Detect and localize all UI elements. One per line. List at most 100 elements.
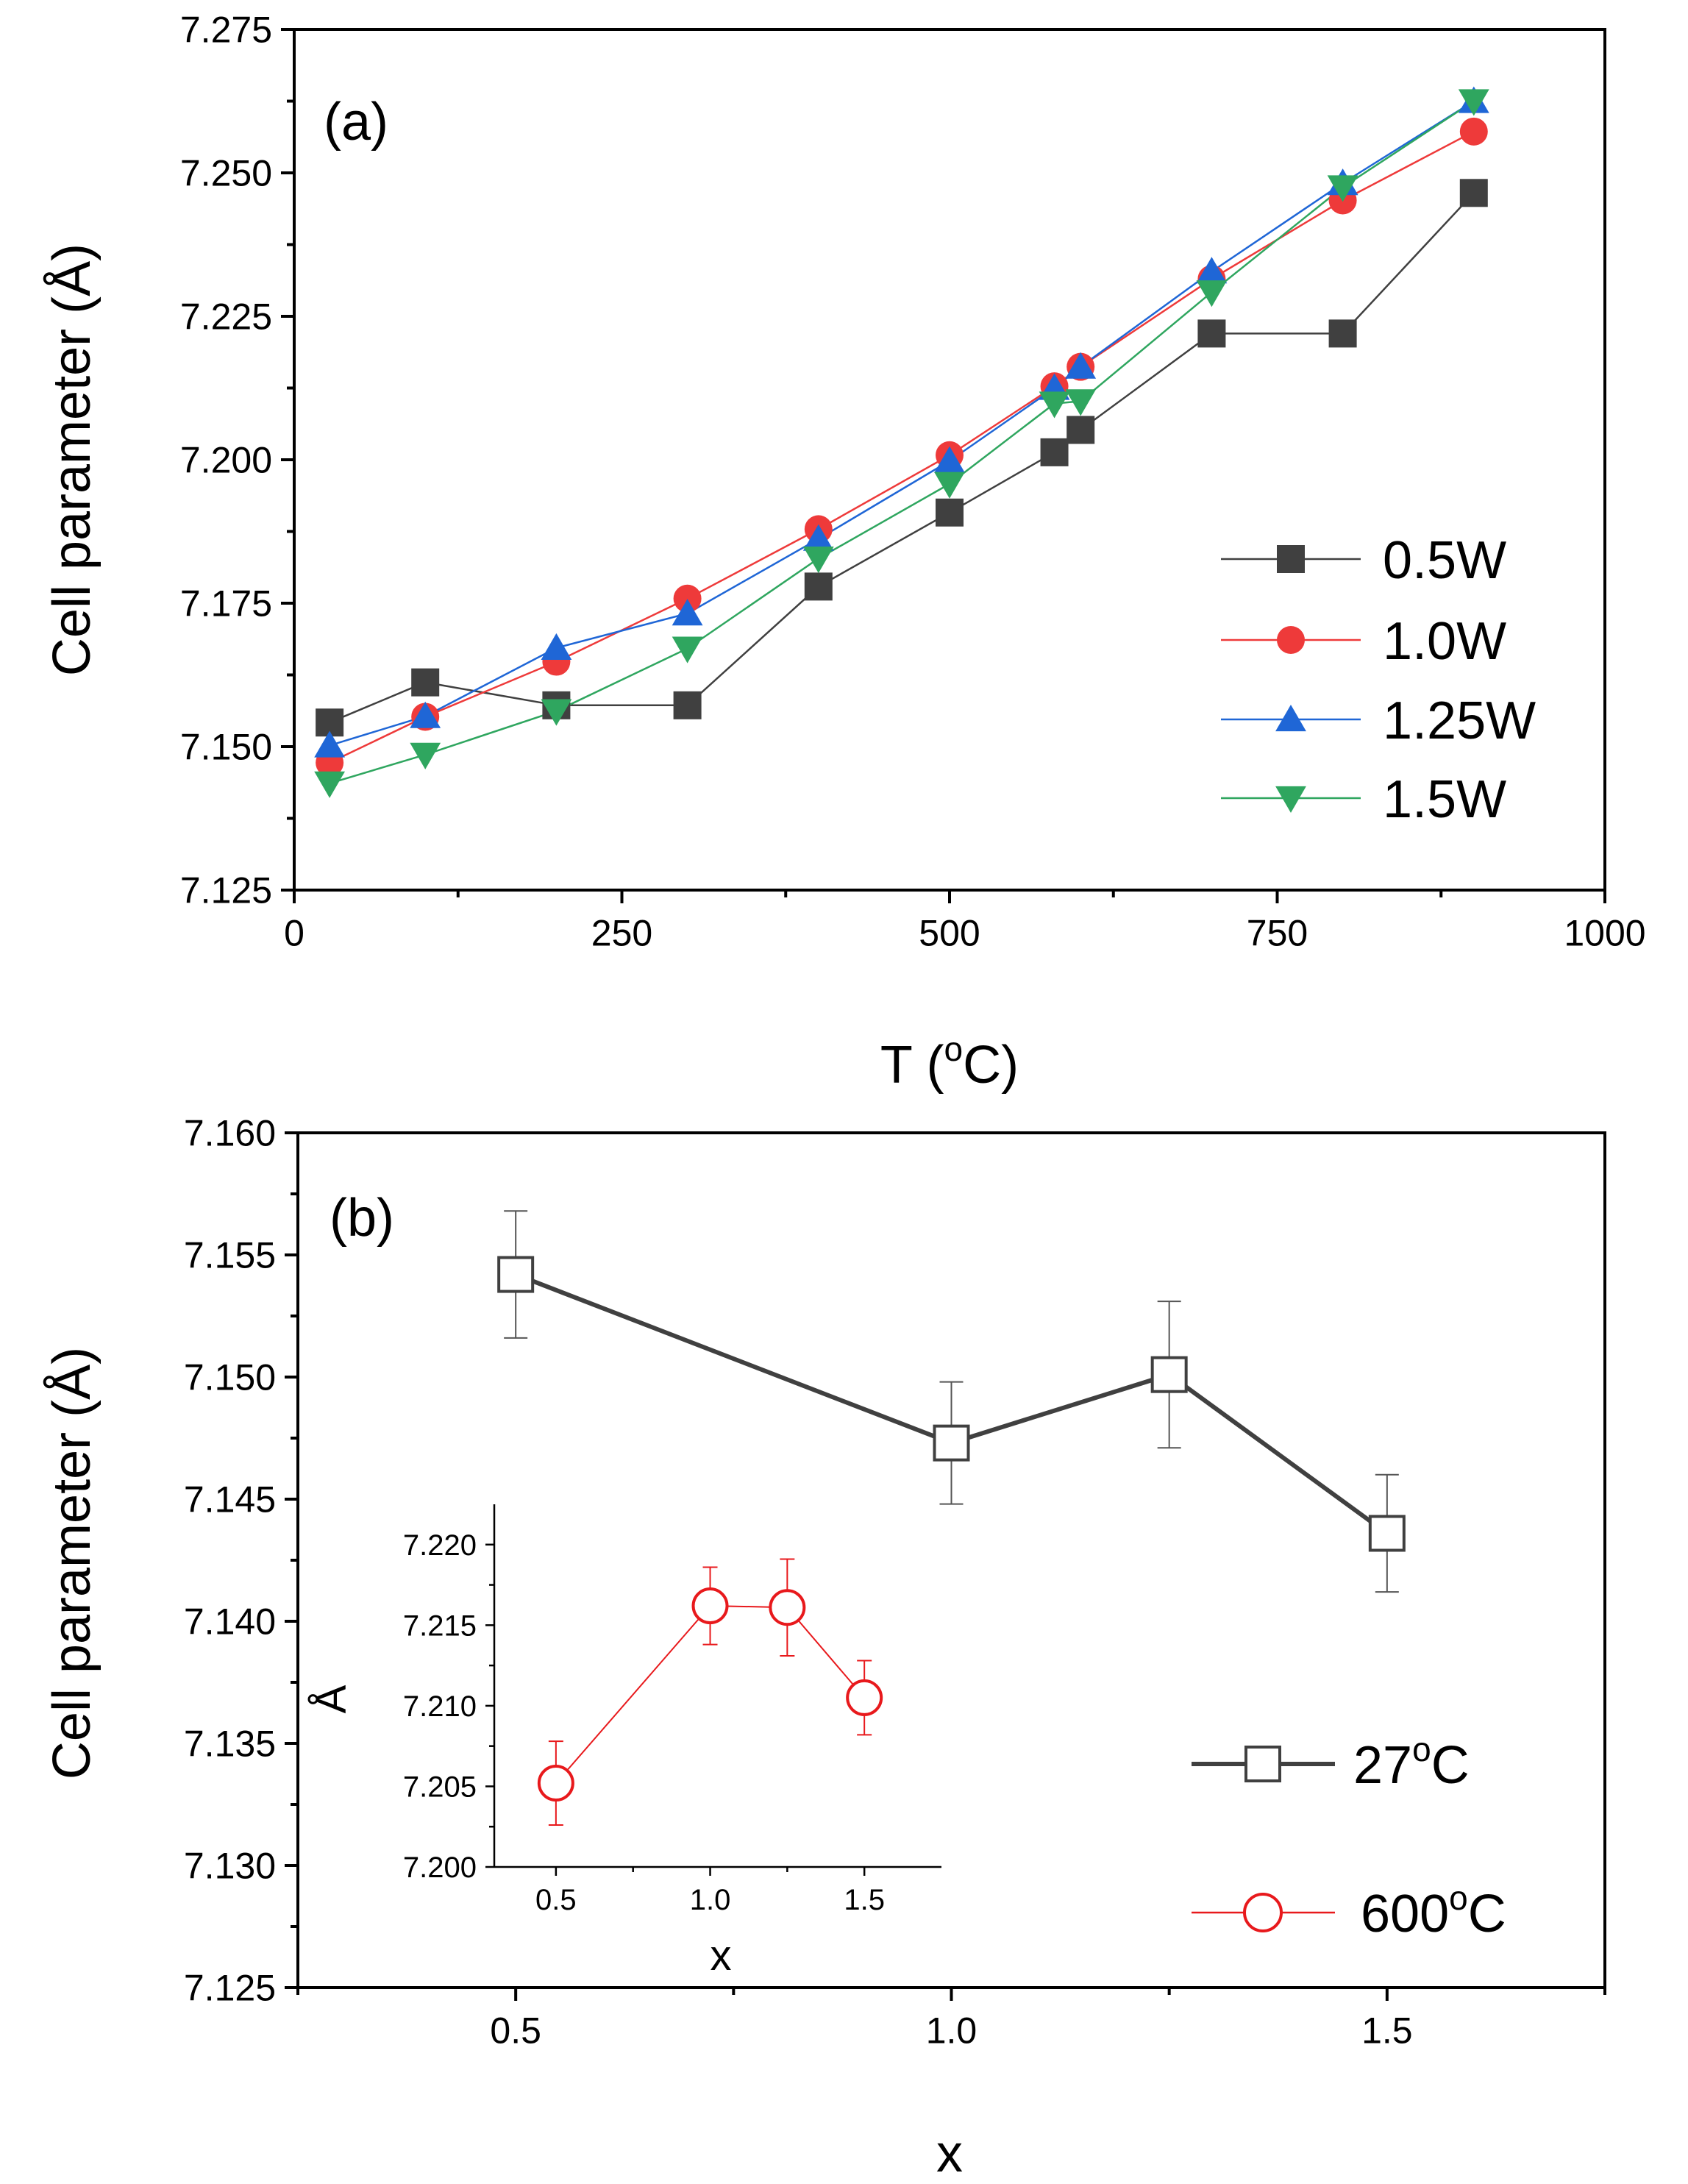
data-point-1.25W	[1065, 352, 1097, 379]
data-point-27C	[1368, 1515, 1406, 1552]
panel-b-y-tick-label: 7.145	[184, 1479, 276, 1520]
panel-b-x-tick-label: 1.0	[926, 2010, 977, 2052]
panel-a-x-axis-title-prefix: T (	[880, 1036, 944, 1095]
data-point-1.5W	[541, 699, 572, 726]
panel-b-x-tick-label: 1.5	[1361, 2010, 1413, 2052]
legend-label-unit: C	[1431, 1736, 1470, 1795]
inset-y-tick-label: 7.200	[403, 1852, 477, 1884]
data-point-0.5W	[1066, 416, 1095, 444]
inset-x-tick-label: 1.5	[844, 1884, 885, 1916]
data-point-1.25W	[1196, 257, 1228, 284]
legend-marker-1.5W	[1275, 786, 1306, 813]
panel-b-y-tick-label: 7.140	[184, 1601, 276, 1643]
panel-a: 7.125 7.150 7.175 7.200 7.225 7.250 7.275 0 250 5…	[43, 10, 1646, 1095]
panel-a-data-points	[314, 86, 1489, 798]
panel-a-x-tick-label: 1000	[1564, 913, 1645, 954]
inset-data-point-600C	[691, 1587, 729, 1625]
inset-y-tick-label: 7.220	[403, 1529, 477, 1562]
inset-series-line-600C	[555, 1604, 865, 1784]
panel-b-x-tick-label: 0.5	[490, 2010, 541, 2052]
panel-a-x-tick-label: 0	[284, 913, 305, 954]
data-point-1.5W	[672, 636, 703, 664]
legend-label-sup: o	[1412, 1730, 1431, 1768]
legend-label-1.5W: 1.5W	[1383, 770, 1506, 829]
panel-b-y-axis-title: Cell parameter (Å)	[43, 1347, 102, 1779]
data-point-1.25W	[934, 446, 965, 473]
series-line-1.5W	[329, 100, 1475, 785]
legend-label-unit: C	[1468, 1885, 1506, 1943]
panel-b-y-tick-label: 7.155	[184, 1235, 276, 1276]
data-point-1.0W	[1459, 117, 1488, 146]
panel-b-y-tick-label: 7.130	[184, 1846, 276, 1887]
legend-label-number: 600	[1361, 1885, 1449, 1943]
data-point-1.5W	[410, 742, 441, 769]
legend-label-1.25W: 1.25W	[1383, 691, 1536, 750]
data-point-0.5W	[411, 668, 440, 697]
inset-data-point-600C	[537, 1765, 574, 1802]
panel-a-y-tick-label: 7.175	[180, 583, 272, 625]
legend-marker-0.5W	[1277, 545, 1305, 573]
panel-a-x-tick-label: 500	[919, 913, 980, 954]
panel-b-series	[497, 1210, 1406, 1593]
data-point-1.5W	[934, 472, 965, 499]
data-point-27C	[497, 1256, 535, 1293]
legend-label-sup: o	[1449, 1879, 1468, 1917]
inset-y-tick-label: 7.205	[403, 1771, 477, 1803]
legend-label-number: 27	[1353, 1736, 1412, 1795]
data-point-0.5W	[1328, 319, 1357, 348]
inset-y-tick-label: 7.210	[403, 1690, 477, 1723]
panel-b-y-tick-label: 7.125	[184, 1968, 276, 2009]
legend-label-1.0W: 1.0W	[1383, 612, 1506, 671]
panel-a-y-axis-title: Cell parameter (Å)	[43, 243, 102, 676]
data-point-0.5W	[936, 498, 964, 527]
data-point-0.5W	[673, 691, 702, 719]
inset-y-axis-title: Å	[307, 1685, 355, 1713]
panel-b-y-tick-label: 7.135	[184, 1724, 276, 1765]
panel-a-y-tick-label: 7.275	[180, 10, 272, 51]
panel-b-x-axis-title: x	[936, 2124, 963, 2183]
panel-a-x-tick-label: 750	[1247, 913, 1308, 954]
data-point-1.25W	[672, 599, 703, 626]
legend-label-0.5W: 0.5W	[1383, 531, 1506, 590]
data-point-1.25W	[410, 701, 441, 728]
panel-a-y-tick-label: 7.225	[180, 296, 272, 338]
inset-x-tick-label: 1.0	[690, 1884, 731, 1916]
series-line-1.25W	[329, 100, 1475, 747]
inset-series	[537, 1558, 883, 1826]
panel-a-y-tick-label: 7.125	[180, 870, 272, 911]
legend-label-0: 27oC	[1353, 1730, 1470, 1795]
panel-a-ticks: 7.125 7.150 7.175 7.200 7.225 7.250 7.275 0 250 5…	[180, 10, 1646, 954]
legend-marker-1.25W	[1275, 705, 1306, 732]
panel-b-y-tick-label: 7.150	[184, 1357, 276, 1398]
inset-x-tick-label: 0.5	[535, 1884, 577, 1916]
panel-a-y-tick-label: 7.150	[180, 727, 272, 768]
panel-a-y-tick-label: 7.250	[180, 153, 272, 194]
legend-marker-1	[1243, 1893, 1283, 1932]
inset-data-point-600C	[846, 1679, 883, 1716]
data-point-1.25W	[541, 633, 572, 660]
data-point-1.5W	[1065, 389, 1097, 416]
series-line-27C	[515, 1272, 1389, 1535]
data-point-1.25W	[802, 524, 834, 551]
data-point-1.5W	[1196, 280, 1228, 307]
data-point-0.5W	[1197, 319, 1226, 348]
legend-marker-1.0W	[1277, 626, 1305, 654]
panel-b-y-tick-label: 7.160	[184, 1113, 276, 1154]
panel-a-x-tick-label: 250	[591, 913, 652, 954]
data-point-27C	[933, 1424, 970, 1462]
inset-data-point-600C	[769, 1589, 806, 1626]
panel-b-label: (b)	[330, 1189, 394, 1248]
panel-a-x-axis-title: T (oC)	[880, 1030, 1019, 1095]
panel-a-x-axis-title-suffix: C)	[963, 1036, 1019, 1095]
series-line-1.0W	[329, 130, 1475, 764]
inset-y-tick-label: 7.215	[403, 1609, 477, 1642]
panel-a-y-tick-label: 7.200	[180, 440, 272, 481]
data-point-27C	[1150, 1356, 1188, 1393]
panel-b: 7.125 7.130 7.135 7.140 7.145 7.150 7.155 7.160…	[43, 1113, 1606, 2183]
inset-ticks: 7.200 7.205 7.210 7.215 7.220 0.5 1.0 1.5	[403, 1504, 941, 1916]
data-point-1.5W	[1039, 391, 1070, 419]
data-point-0.5W	[1459, 179, 1488, 207]
data-point-0.5W	[1040, 438, 1069, 466]
